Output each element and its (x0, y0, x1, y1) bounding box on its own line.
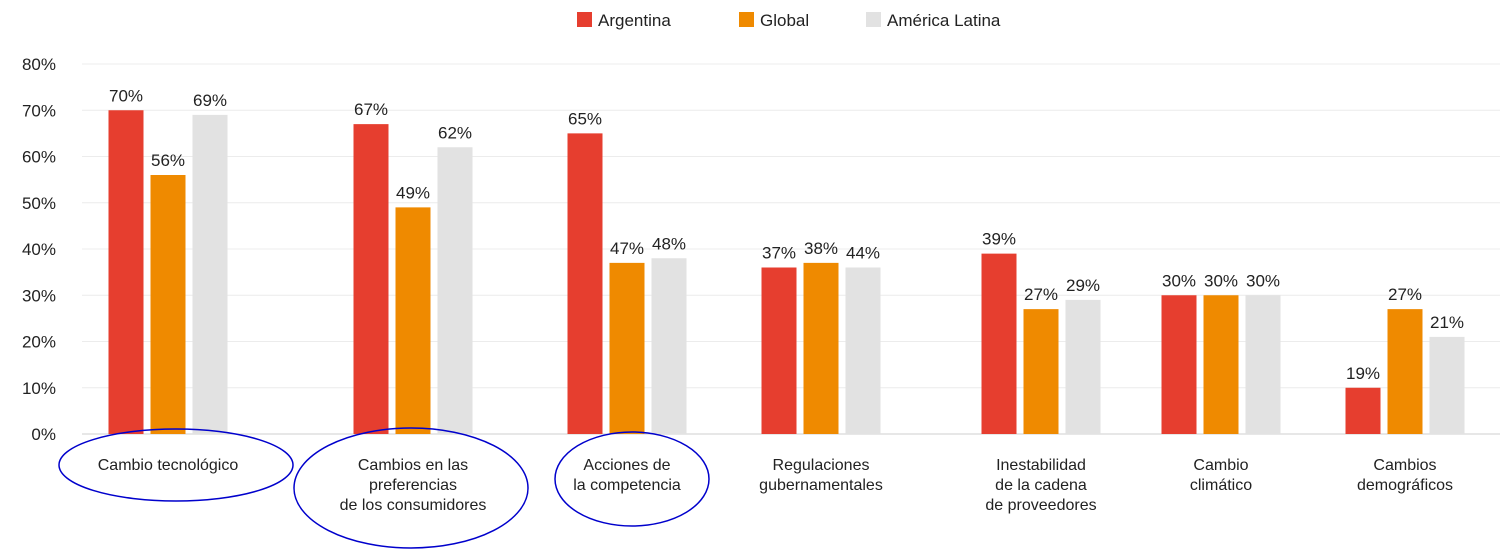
legend-label: Argentina (598, 11, 671, 30)
bar (845, 267, 881, 434)
y-tick-label: 60% (22, 148, 56, 167)
data-label: 30% (1204, 271, 1238, 290)
y-tick-label: 30% (22, 286, 56, 305)
data-label: 47% (610, 239, 644, 258)
bar (1161, 295, 1197, 434)
y-tick-label: 50% (22, 194, 56, 213)
bar (803, 262, 839, 434)
data-label: 65% (568, 109, 602, 128)
data-label: 70% (109, 86, 143, 105)
category-label-line: Cambio (1193, 457, 1248, 474)
bar (609, 262, 645, 434)
legend-label: América Latina (887, 11, 1001, 30)
data-label: 48% (652, 234, 686, 253)
category-label-line: Acciones de (583, 457, 670, 474)
category-label-line: preferencias (369, 477, 457, 494)
category-label: Acciones de la competencia (573, 457, 681, 494)
category-label-line: Cambio tecnológico (98, 457, 239, 474)
highlight-ellipse (293, 427, 529, 549)
category-label: Cambio climático (1190, 457, 1252, 494)
bar (437, 147, 473, 434)
category-label-line: Cambios en las (358, 457, 468, 474)
bar (1245, 295, 1281, 434)
category-label-line: Regulaciones (773, 457, 870, 474)
bar (192, 114, 228, 434)
category-label-line: de proveedores (985, 497, 1096, 514)
bar (1387, 309, 1423, 434)
bar (353, 124, 389, 434)
data-label: 44% (846, 244, 880, 263)
legend-swatch (577, 12, 592, 27)
y-tick-label: 70% (22, 101, 56, 120)
data-label: 37% (762, 244, 796, 263)
legend-swatch (866, 12, 881, 27)
bar (108, 110, 144, 434)
data-label: 27% (1024, 285, 1058, 304)
y-tick-label: 20% (22, 333, 56, 352)
bar (1203, 295, 1239, 434)
grid-lines (82, 63, 1500, 435)
y-tick-label: 40% (22, 240, 56, 259)
y-tick-label: 80% (22, 55, 56, 74)
category-label-line: la competencia (573, 477, 681, 494)
bar (651, 258, 687, 434)
data-label: 67% (354, 100, 388, 119)
category-labels: Cambio tecnológico Cambios en las preferen… (98, 457, 1453, 514)
bar (1345, 387, 1381, 434)
bar (1429, 336, 1465, 434)
bar (761, 267, 797, 434)
highlight-ellipses (58, 427, 710, 549)
category-label: Regulaciones gubernamentales (759, 457, 883, 494)
data-label: 27% (1388, 285, 1422, 304)
category-label-line: demográficos (1357, 477, 1453, 494)
highlight-ellipse (58, 428, 294, 502)
category-label: Cambio tecnológico (98, 457, 239, 474)
highlight-ellipse (554, 431, 710, 527)
data-label: 39% (982, 230, 1016, 249)
bar (567, 133, 603, 434)
legend: Argentina Global América Latina (577, 11, 1001, 30)
category-label-line: Cambios (1373, 457, 1436, 474)
category-label-line: gubernamentales (759, 477, 883, 494)
y-axis: 0% 10% 20% 30% 40% 50% 60% 70% 80% (22, 55, 56, 444)
data-label: 69% (193, 91, 227, 110)
category-label-line: de los consumidores (340, 497, 487, 514)
data-label: 62% (438, 123, 472, 142)
category-label-line: Inestabilidad (996, 457, 1086, 474)
bar (395, 207, 431, 434)
data-label: 30% (1246, 271, 1280, 290)
data-label: 19% (1346, 364, 1380, 383)
data-label: 56% (151, 151, 185, 170)
y-tick-label: 0% (31, 425, 56, 444)
category-label: Cambios en las preferencias de los consumi… (340, 457, 487, 514)
category-label: Cambios demográficos (1357, 457, 1453, 494)
bar (981, 253, 1017, 434)
category-label: Inestabilidad de la cadena de proveedores (985, 457, 1096, 514)
data-label: 49% (396, 183, 430, 202)
data-label: 21% (1430, 313, 1464, 332)
bars (108, 110, 1465, 434)
legend-label: Global (760, 11, 809, 30)
data-label: 29% (1066, 276, 1100, 295)
category-label-line: climático (1190, 477, 1252, 494)
bar (1065, 299, 1101, 434)
data-label: 38% (804, 239, 838, 258)
y-tick-label: 10% (22, 379, 56, 398)
data-label: 30% (1162, 271, 1196, 290)
legend-swatch (739, 12, 754, 27)
category-label-line: de la cadena (995, 477, 1087, 494)
bar (1023, 309, 1059, 434)
bar (150, 175, 186, 434)
data-labels: 70% 67% 65% 37% 39% 30% 19% 56% 49% 47% 38% 27% 30% 2… (109, 86, 1464, 383)
